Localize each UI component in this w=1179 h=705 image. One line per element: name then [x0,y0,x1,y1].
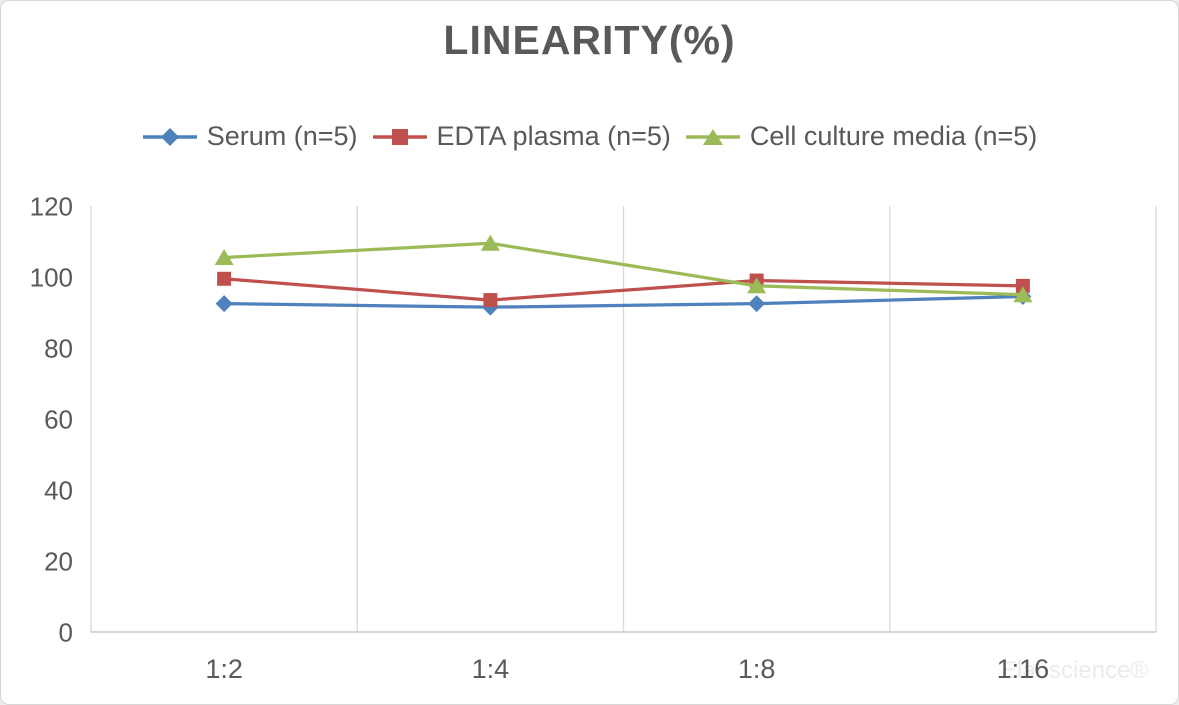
x-tick-label: 1:16 [997,654,1050,684]
legend-item-cell-culture-media: Cell culture media (n=5) [685,121,1037,152]
y-tick-label: 80 [44,334,73,364]
y-tick-label: 40 [44,476,73,506]
serum-line-diamond-icon [142,127,197,146]
data-point-square-1:4 [483,293,498,308]
legend-item-edta-plasma: EDTA plasma (n=5) [372,121,671,152]
data-point-triangle-1:8 [747,277,767,294]
series-line-square [223,277,1023,302]
data-point-triangle-1:4 [480,234,500,251]
data-point-diamond-1:8 [748,295,766,313]
legend-label-edta-plasma: EDTA plasma (n=5) [436,121,671,151]
data-point-triangle-1:2 [214,248,234,265]
data-point-triangle-1:16 [1013,286,1033,303]
y-tick-label: 20 [44,547,73,577]
legend-label-serum: Serum (n=5) [206,121,358,151]
y-tick-label: 0 [59,618,73,648]
series-line-diamond [224,294,1023,309]
edta-line-square-icon [372,128,427,145]
watermark: Elabscience® [1001,657,1148,684]
y-tick-label: 60 [44,405,73,435]
x-tick-label: 1:8 [738,654,776,684]
series-line-triangle [224,241,1023,297]
y-tick-label: 100 [30,263,73,293]
legend-label-cell-culture-media: Cell culture media (n=5) [749,121,1038,151]
data-point-square-1:16 [1015,278,1030,293]
y-tick-label: 120 [30,192,73,222]
chart-legend: Serum (n=5) EDTA plasma (n=5) Cell cultu… [1,121,1178,152]
data-point-diamond-1:2 [215,295,233,313]
x-tick-label: 1:4 [472,654,510,684]
data-point-square-1:2 [217,271,232,286]
x-tick-label: 1:2 [205,654,243,684]
legend-item-serum: Serum (n=5) [142,121,358,152]
cell-culture-line-triangle-icon [685,128,740,145]
chart-title: LINEARITY(%) [443,17,736,63]
